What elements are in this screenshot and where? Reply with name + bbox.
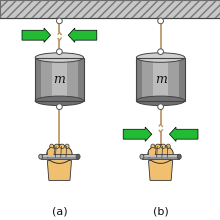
Bar (41, 155, 78, 157)
Bar (0, 0, 220, 18)
Ellipse shape (166, 144, 170, 148)
Ellipse shape (39, 154, 43, 159)
Polygon shape (47, 161, 72, 180)
Bar (41, 154, 78, 159)
Circle shape (158, 18, 163, 24)
Ellipse shape (148, 145, 173, 163)
FancyArrow shape (22, 28, 51, 42)
Bar (0, 0, 220, 18)
Ellipse shape (50, 144, 54, 148)
Circle shape (57, 104, 62, 110)
Ellipse shape (136, 53, 185, 62)
Ellipse shape (54, 144, 59, 148)
Text: (a): (a) (51, 207, 67, 217)
Polygon shape (47, 147, 55, 157)
Polygon shape (148, 147, 156, 157)
Text: m: m (53, 73, 65, 86)
Bar (136, 58, 185, 101)
Bar (136, 58, 185, 101)
Ellipse shape (156, 144, 160, 148)
Bar (52, 58, 67, 101)
Ellipse shape (76, 154, 80, 159)
Circle shape (57, 49, 62, 55)
Text: (b): (b) (153, 207, 169, 217)
Text: m: m (155, 73, 167, 86)
Bar (142, 154, 179, 159)
Ellipse shape (35, 96, 84, 106)
Circle shape (158, 104, 163, 110)
Bar (153, 58, 168, 101)
Ellipse shape (161, 144, 166, 148)
Bar (35, 58, 84, 101)
Bar (35, 58, 41, 101)
FancyArrow shape (123, 127, 152, 141)
Ellipse shape (47, 145, 72, 163)
Bar (78, 58, 84, 101)
FancyArrow shape (169, 127, 198, 141)
Bar (142, 155, 179, 157)
Circle shape (57, 18, 62, 24)
Ellipse shape (177, 154, 181, 159)
Ellipse shape (151, 144, 155, 148)
Ellipse shape (65, 144, 69, 148)
Polygon shape (148, 161, 173, 180)
Circle shape (158, 49, 163, 55)
Ellipse shape (60, 144, 64, 148)
Ellipse shape (140, 154, 144, 159)
FancyArrow shape (68, 28, 97, 42)
Bar (179, 58, 185, 101)
Bar (136, 58, 142, 101)
Ellipse shape (35, 53, 84, 62)
Bar (35, 58, 84, 101)
Ellipse shape (136, 96, 185, 106)
